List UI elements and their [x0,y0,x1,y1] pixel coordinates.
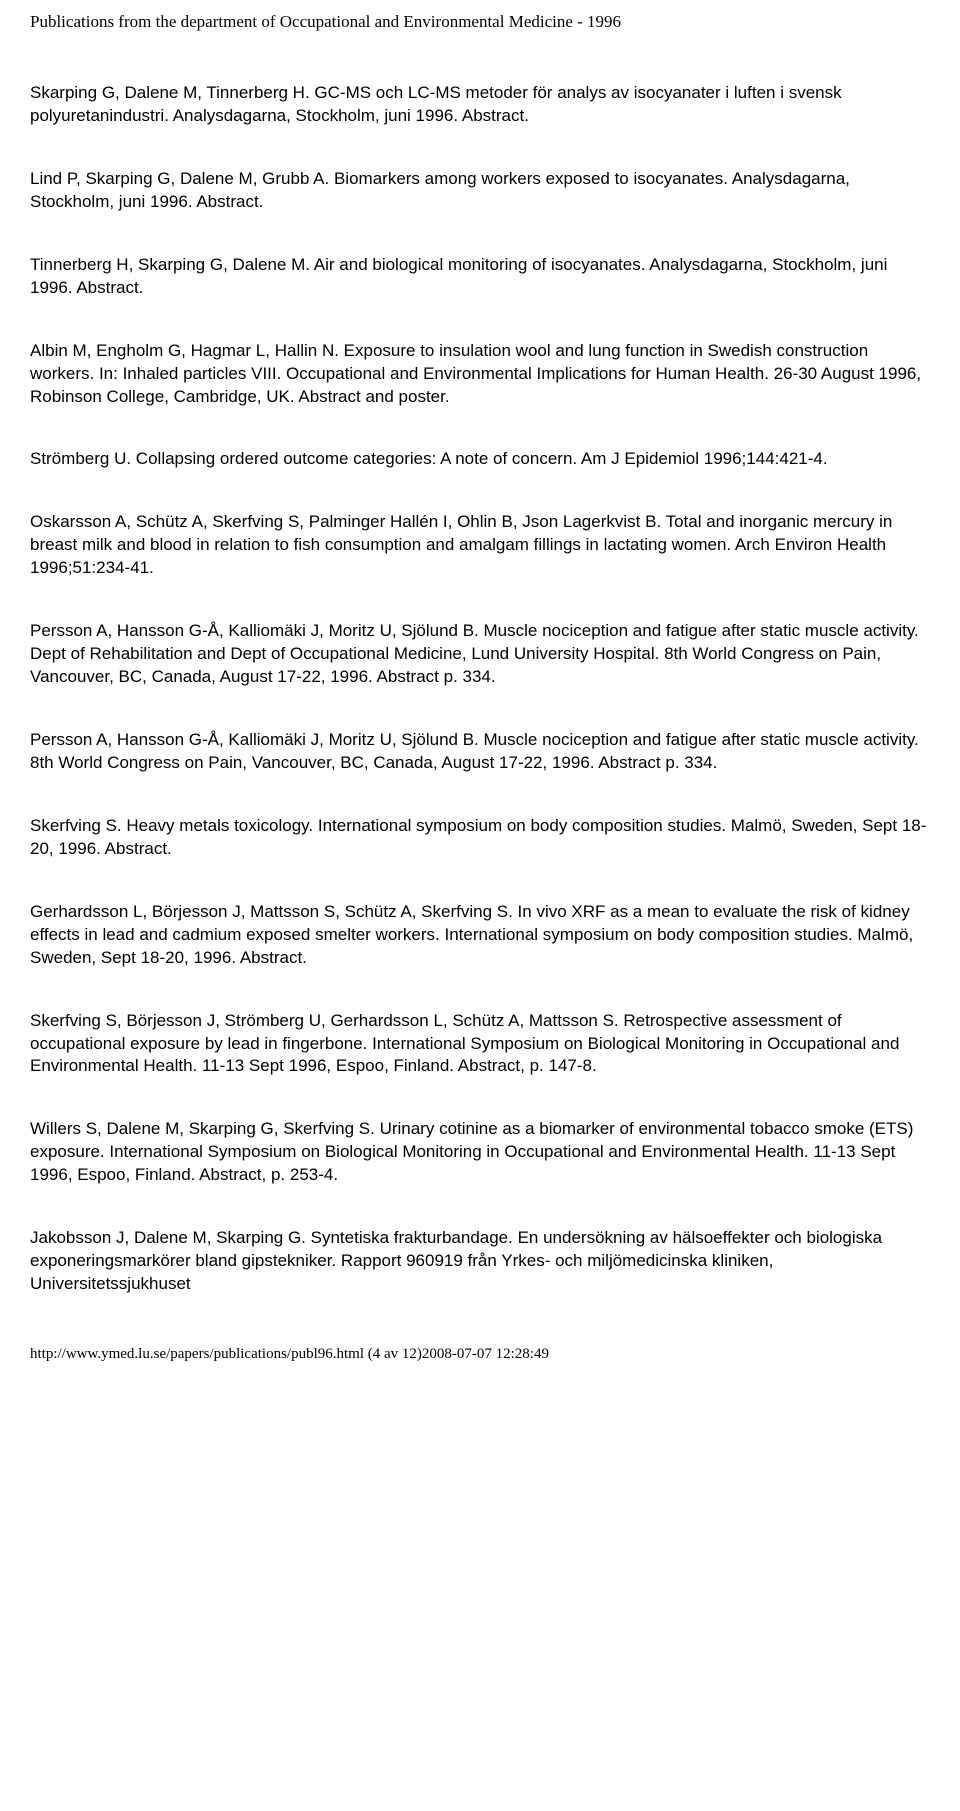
publication-entry: Persson A, Hansson G-Å, Kalliomäki J, Mo… [30,620,930,689]
publication-entry: Willers S, Dalene M, Skarping G, Skerfvi… [30,1118,930,1187]
publication-entry: Lind P, Skarping G, Dalene M, Grubb A. B… [30,168,930,214]
publication-entry: Skarping G, Dalene M, Tinnerberg H. GC-M… [30,82,930,128]
publication-entry: Skerfving S, Börjesson J, Strömberg U, G… [30,1010,930,1079]
document-page: Publications from the department of Occu… [0,0,960,1383]
publication-entry: Strömberg U. Collapsing ordered outcome … [30,448,930,471]
publication-entry: Skerfving S. Heavy metals toxicology. In… [30,815,930,861]
publication-entry: Jakobsson J, Dalene M, Skarping G. Synte… [30,1227,930,1296]
publication-entry: Persson A, Hansson G-Å, Kalliomäki J, Mo… [30,729,930,775]
publication-entry: Gerhardsson L, Börjesson J, Mattsson S, … [30,901,930,970]
publication-entry: Albin M, Engholm G, Hagmar L, Hallin N. … [30,340,930,409]
publication-entry: Oskarsson A, Schütz A, Skerfving S, Palm… [30,511,930,580]
page-header: Publications from the department of Occu… [30,12,930,32]
page-footer-url: http://www.ymed.lu.se/papers/publication… [30,1346,930,1363]
publication-entry: Tinnerberg H, Skarping G, Dalene M. Air … [30,254,930,300]
